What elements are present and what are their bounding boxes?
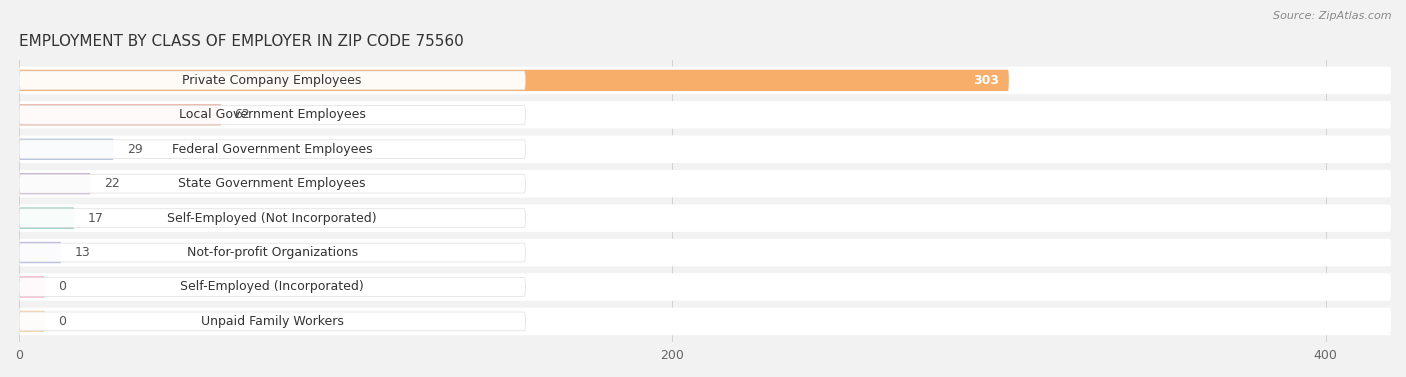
- FancyBboxPatch shape: [20, 239, 1391, 266]
- FancyBboxPatch shape: [20, 277, 526, 296]
- Text: Self-Employed (Not Incorporated): Self-Employed (Not Incorporated): [167, 211, 377, 225]
- Text: 0: 0: [58, 280, 66, 293]
- Text: Source: ZipAtlas.com: Source: ZipAtlas.com: [1274, 11, 1392, 21]
- FancyBboxPatch shape: [20, 207, 75, 229]
- FancyBboxPatch shape: [20, 273, 1391, 301]
- FancyBboxPatch shape: [20, 71, 526, 90]
- Text: Unpaid Family Workers: Unpaid Family Workers: [201, 315, 343, 328]
- FancyBboxPatch shape: [20, 101, 1391, 129]
- Text: Not-for-profit Organizations: Not-for-profit Organizations: [187, 246, 357, 259]
- FancyBboxPatch shape: [20, 242, 62, 263]
- FancyBboxPatch shape: [20, 204, 1391, 232]
- Text: 29: 29: [127, 143, 142, 156]
- Text: Self-Employed (Incorporated): Self-Employed (Incorporated): [180, 280, 364, 293]
- Text: 303: 303: [973, 74, 1000, 87]
- FancyBboxPatch shape: [20, 67, 1391, 94]
- FancyBboxPatch shape: [20, 243, 526, 262]
- Text: Local Government Employees: Local Government Employees: [179, 108, 366, 121]
- FancyBboxPatch shape: [20, 173, 91, 195]
- FancyBboxPatch shape: [20, 174, 526, 193]
- FancyBboxPatch shape: [20, 170, 1391, 198]
- FancyBboxPatch shape: [20, 104, 222, 126]
- Text: 13: 13: [75, 246, 90, 259]
- Text: EMPLOYMENT BY CLASS OF EMPLOYER IN ZIP CODE 75560: EMPLOYMENT BY CLASS OF EMPLOYER IN ZIP C…: [20, 34, 464, 49]
- Text: 17: 17: [87, 211, 104, 225]
- Text: State Government Employees: State Government Employees: [179, 177, 366, 190]
- Text: Federal Government Employees: Federal Government Employees: [172, 143, 373, 156]
- Text: 0: 0: [58, 315, 66, 328]
- FancyBboxPatch shape: [20, 209, 526, 227]
- FancyBboxPatch shape: [20, 139, 114, 160]
- Text: 22: 22: [104, 177, 120, 190]
- FancyBboxPatch shape: [20, 140, 526, 159]
- FancyBboxPatch shape: [20, 308, 1391, 335]
- FancyBboxPatch shape: [20, 311, 45, 332]
- FancyBboxPatch shape: [20, 106, 526, 124]
- FancyBboxPatch shape: [20, 135, 1391, 163]
- FancyBboxPatch shape: [20, 70, 1008, 91]
- Text: 62: 62: [235, 108, 250, 121]
- FancyBboxPatch shape: [20, 276, 45, 298]
- Text: Private Company Employees: Private Company Employees: [183, 74, 361, 87]
- FancyBboxPatch shape: [20, 312, 526, 331]
